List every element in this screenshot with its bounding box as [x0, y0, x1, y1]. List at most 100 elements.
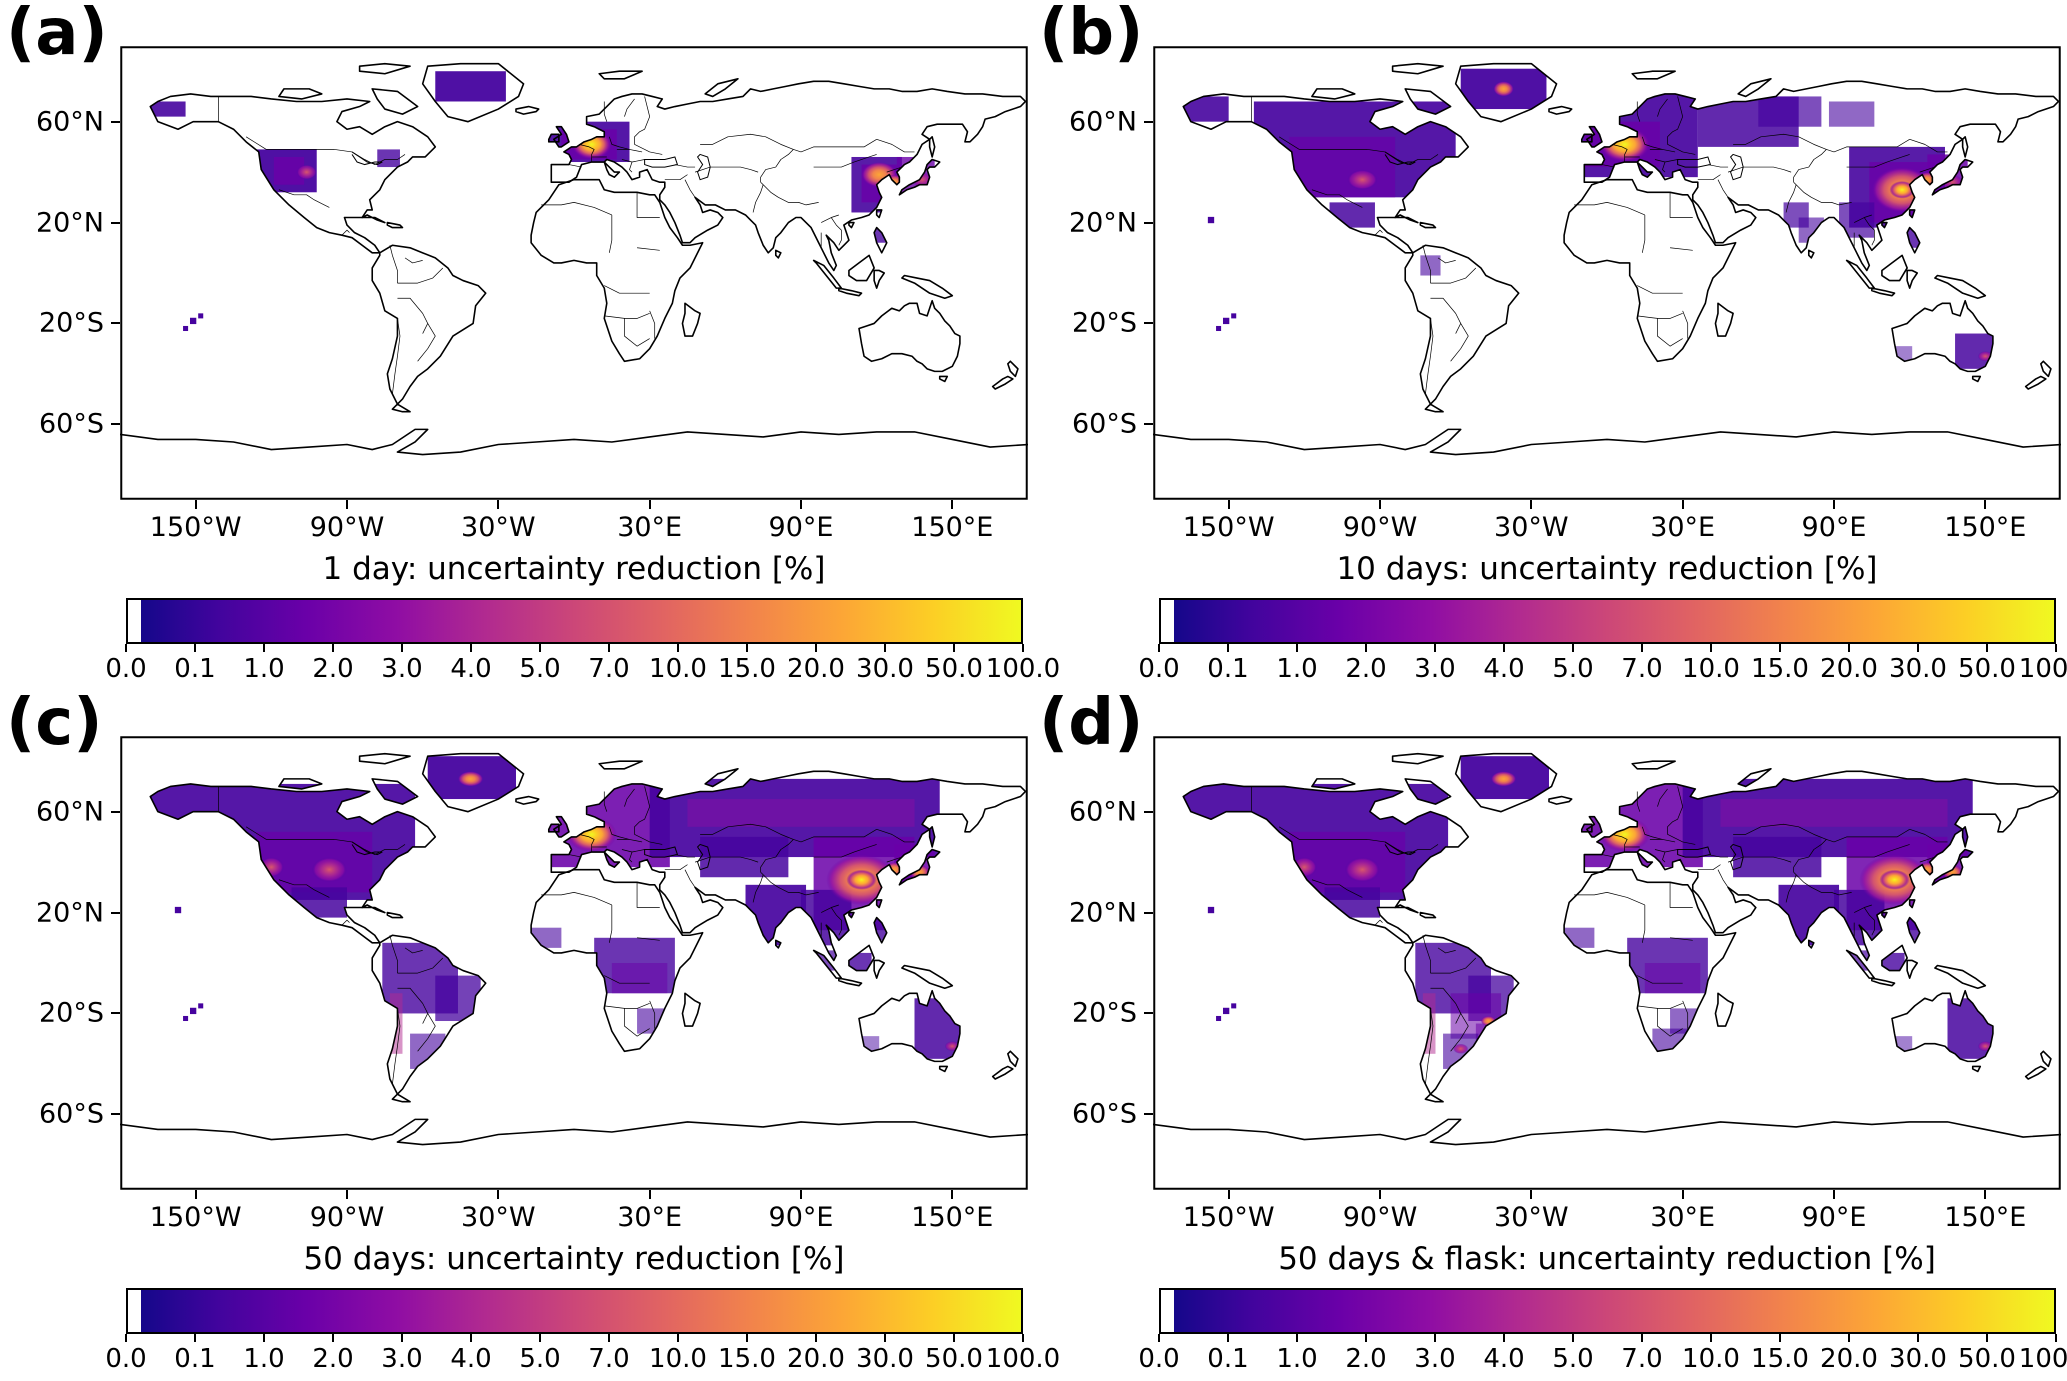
x-tick-label: 150°W	[1182, 1202, 1275, 1233]
colorbar-tick-label: 50.0	[925, 654, 983, 684]
colorbar-under-white	[1161, 600, 1174, 642]
x-tick-mark	[1681, 500, 1684, 509]
y-tick-label: 20°S	[1072, 307, 1137, 339]
colorbar-tick-mark	[1986, 644, 1988, 652]
x-tick-label: 90°E	[768, 1202, 834, 1233]
y-tick-mark	[111, 810, 120, 813]
colorbar-tick-label: 7.0	[1621, 654, 1663, 684]
x-tick-mark	[800, 500, 802, 509]
colorbar-tick-label: 4.0	[450, 1344, 492, 1374]
colorbar-tick-mark	[953, 644, 955, 652]
colorbar-tick-label: 0.0	[105, 654, 147, 684]
colorbar-tick-label: 100.0	[2018, 654, 2067, 684]
panel-letter-c: (c)	[6, 686, 103, 760]
colorbar-d: 0.0 0.1 1.0 2.0 3.0 4.0 5.0 7.0 10.0 15.0 20.0 30.0…	[1138, 1288, 2067, 1374]
x-tick-mark	[497, 1190, 500, 1199]
colorbar-tick-label: 50.0	[925, 1344, 983, 1374]
map-title-b: 10 days: uncertainty reduction [%]	[1336, 551, 1878, 587]
panel-letter-d: (d)	[1039, 686, 1144, 760]
colorbar-under-white	[128, 600, 141, 642]
x-tick-mark	[194, 1190, 197, 1199]
colorbar-tick-mark	[883, 644, 886, 652]
x-tick-mark	[1227, 1190, 1230, 1199]
y-tick-mark	[111, 911, 120, 914]
colorbar-tick-label: 1.0	[243, 654, 285, 684]
panel-d: (d) 150°W 90°W 30°W 30°E 90°E 150°E 60°N 20°N 20…	[1033, 686, 2067, 1381]
colorbar-tick-mark	[607, 644, 610, 652]
colorbar-tick-label: 2.0	[1345, 1344, 1387, 1374]
colorbar-tick-label: 3.0	[381, 1344, 423, 1374]
y-tick-label: 60°N	[1068, 106, 1137, 138]
x-tick-mark	[497, 500, 500, 509]
x-tick-label: 150°E	[911, 512, 994, 543]
x-tick-mark	[648, 500, 651, 509]
y-tick-mark	[111, 221, 120, 224]
x-tick-label: 150°E	[1944, 512, 2027, 543]
y-tick-label: 60°N	[35, 106, 104, 138]
y-tick-label: 60°S	[1072, 1098, 1137, 1130]
colorbar-tick-mark	[1572, 1334, 1574, 1342]
colorbar-tick-label: 4.0	[1483, 1344, 1525, 1374]
x-tick-mark	[648, 1190, 651, 1199]
x-tick-label: 30°W	[461, 1202, 536, 1233]
colorbar-tick-label: 10.0	[1682, 1344, 1740, 1374]
colorbar-tick-mark	[125, 1334, 127, 1342]
colorbar-tick-label: 2.0	[312, 654, 354, 684]
colorbar-tick-mark	[1779, 644, 1781, 652]
colorbar-tick-mark	[2055, 644, 2057, 652]
colorbar-tick-label: 2.0	[312, 1344, 354, 1374]
colorbar-tick-label: 3.0	[381, 654, 423, 684]
colorbar-tick-mark	[1640, 1334, 1643, 1342]
panel-c: (c) 150°W 90°W 30°W 30°E 90°E 150°E 60°N 20°N 20…	[0, 686, 1060, 1381]
colorbar-gradient-b	[1159, 598, 2056, 644]
colorbar-tick-label: 0.0	[105, 1344, 147, 1374]
colorbar-tick-mark	[193, 1334, 196, 1342]
x-tick-mark	[800, 1190, 802, 1199]
y-tick-label: 20°N	[1068, 897, 1137, 929]
colorbar-tick-label: 10.0	[649, 1344, 707, 1374]
x-tick-label: 30°E	[617, 1202, 683, 1233]
colorbar-tick-label: 5.0	[519, 1344, 561, 1374]
colorbar-tick-mark	[1709, 1334, 1712, 1342]
x-tick-mark	[1681, 1190, 1684, 1199]
colorbar-tick-label: 5.0	[519, 654, 561, 684]
colorbar-tick-label: 50.0	[1958, 1344, 2016, 1374]
y-tick-label: 60°N	[35, 796, 104, 828]
x-tick-mark	[1379, 1190, 1381, 1199]
x-tick-label: 90°W	[309, 1202, 385, 1233]
colorbar-tick-label: 30.0	[1889, 1344, 1947, 1374]
colorbar-tick-mark	[263, 644, 265, 652]
x-tick-label: 90°E	[768, 512, 834, 543]
y-tick-mark	[1144, 120, 1153, 123]
colorbar-tick-mark	[1433, 1334, 1436, 1342]
x-tick-label: 90°W	[1342, 1202, 1418, 1233]
x-tick-mark	[346, 500, 348, 509]
colorbar-tick-label: 10.0	[649, 654, 707, 684]
colorbar-tick-mark	[953, 1334, 955, 1342]
colorbar-tick-label: 5.0	[1552, 654, 1594, 684]
colorbar-tick-mark	[1572, 644, 1574, 652]
colorbar-tick-mark	[814, 1334, 817, 1342]
colorbar-tick-label: 30.0	[856, 1344, 914, 1374]
y-tick-mark	[1144, 911, 1153, 914]
colorbar-tick-label: 7.0	[588, 1344, 630, 1374]
world-map-d: 150°W 90°W 30°W 30°E 90°E 150°E 60°N 20°N 20°S 60…	[1069, 736, 2061, 1233]
colorbar-tick-label: 15.0	[1751, 1344, 1809, 1374]
colorbar-under-white	[128, 1290, 141, 1332]
x-tick-label: 30°E	[1650, 512, 1716, 543]
y-tick-label: 20°S	[39, 307, 104, 339]
colorbar-tick-label: 4.0	[450, 654, 492, 684]
colorbar-tick-mark	[1158, 644, 1160, 652]
colorbar-tick-label: 3.0	[1414, 1344, 1456, 1374]
colorbar-b: 0.0 0.1 1.0 2.0 3.0 4.0 5.0 7.0 10.0 15.0 20.0 30.0…	[1138, 598, 2067, 684]
colorbar-tick-label: 100.0	[985, 654, 1061, 684]
colorbar-tick-mark	[746, 644, 748, 652]
y-tick-label: 20°N	[1068, 207, 1137, 239]
colorbar-tick-mark	[1916, 1334, 1919, 1342]
colorbar-tick-mark	[2055, 1334, 2057, 1342]
colorbar-tick-label: 20.0	[1820, 654, 1878, 684]
colorbar-c: 0.0 0.1 1.0 2.0 3.0 4.0 5.0 7.0 10.0 15.0 20.0 30.0…	[105, 1288, 1060, 1374]
colorbar-tick-label: 1.0	[1276, 1344, 1318, 1374]
colorbar-gradient-c	[126, 1288, 1023, 1334]
